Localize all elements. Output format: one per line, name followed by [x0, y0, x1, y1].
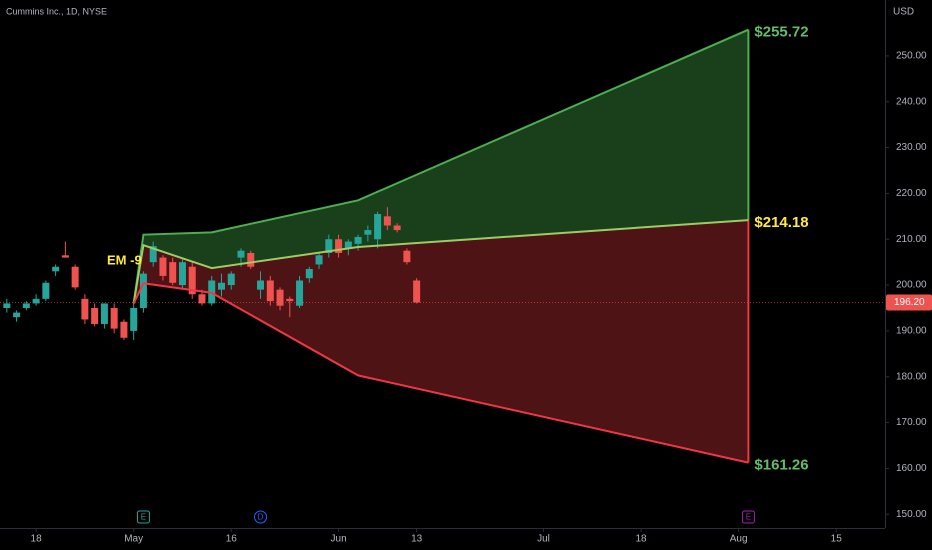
candle-body	[354, 236, 362, 244]
event-label: E	[141, 513, 146, 522]
candle-body	[110, 308, 118, 329]
x-tick-label: 18	[31, 534, 43, 545]
x-tick-label: May	[124, 534, 143, 545]
candle-body	[247, 253, 255, 267]
candle-body	[296, 280, 304, 306]
candle-body	[286, 298, 294, 302]
x-tick-label: 18	[636, 534, 648, 545]
y-tick-label: 150.00	[896, 509, 927, 520]
y-tick-label: 180.00	[896, 371, 927, 382]
candle-body	[335, 239, 343, 253]
candle-body	[13, 312, 21, 318]
y-tick-label: 230.00	[896, 142, 927, 153]
event-icon	[741, 510, 755, 524]
candle-body	[266, 280, 274, 302]
cone-value-label: $255.72	[754, 24, 808, 41]
event-label: D	[258, 513, 264, 522]
y-tick-label: 160.00	[896, 463, 927, 474]
candle-body	[364, 230, 372, 235]
candle-body	[52, 266, 60, 272]
candle-body	[3, 303, 11, 308]
candle-body	[344, 241, 352, 249]
cone-area	[133, 29, 749, 304]
annotation: EM -9	[107, 252, 142, 267]
candle-body	[257, 280, 265, 290]
candle-body	[139, 273, 147, 308]
cone-value-label: $161.26	[754, 457, 808, 474]
x-tick-label: 16	[226, 534, 238, 545]
x-tick-label: 15	[831, 534, 843, 545]
candle-body	[61, 255, 69, 258]
cone-line	[132, 282, 749, 464]
last-price-label: 196.20	[894, 297, 925, 308]
candle-body	[325, 239, 333, 253]
x-tick-label: 13	[411, 534, 423, 545]
x-tick-label: Aug	[730, 534, 748, 545]
last-price-box	[886, 294, 932, 311]
candle-body	[403, 250, 411, 263]
y-tick-label: 200.00	[896, 280, 927, 291]
candle-body	[91, 308, 99, 325]
candle-body	[217, 282, 225, 290]
candle-body	[81, 298, 89, 320]
cone-value-label: $214.18	[754, 214, 808, 231]
candle-body	[120, 321, 128, 338]
y-tick-label: 240.00	[896, 96, 927, 107]
candle-body	[374, 214, 382, 240]
candle-body	[169, 262, 177, 283]
candle-body	[198, 294, 206, 304]
candle-body	[130, 308, 138, 331]
y-tick-label: 250.00	[896, 51, 927, 62]
candle-body	[383, 216, 391, 226]
candle-body	[188, 266, 196, 295]
x-tick-label: Jul	[537, 534, 550, 545]
candle-body	[100, 303, 108, 325]
candle-body	[237, 250, 245, 258]
candle-body	[178, 262, 186, 286]
event-icon	[254, 510, 268, 524]
currency: USD	[893, 7, 914, 18]
candle-body	[305, 269, 313, 279]
candle-body	[276, 289, 284, 306]
candle-body	[149, 246, 157, 263]
y-tick-label: 220.00	[896, 188, 927, 199]
candle-body	[159, 257, 167, 276]
candle-body	[227, 273, 235, 286]
candle-body	[22, 303, 30, 308]
cone-line	[132, 219, 749, 304]
candle-body	[71, 266, 79, 288]
cone-line	[132, 28, 749, 304]
x-tick-label: Jun	[331, 534, 347, 545]
y-tick-label: 190.00	[896, 326, 927, 337]
chart-title: Cummins Inc., 1D, NYSE	[6, 6, 107, 16]
cone-area	[133, 220, 749, 463]
candle-body	[32, 298, 40, 304]
candle-body	[315, 255, 323, 265]
event-icon	[136, 510, 150, 524]
candle-body	[393, 225, 401, 231]
y-tick-label: 170.00	[896, 417, 927, 428]
candle-body	[413, 280, 421, 303]
event-label: E	[746, 513, 751, 522]
candle-body	[42, 282, 50, 299]
y-tick-label: 210.00	[896, 234, 927, 245]
